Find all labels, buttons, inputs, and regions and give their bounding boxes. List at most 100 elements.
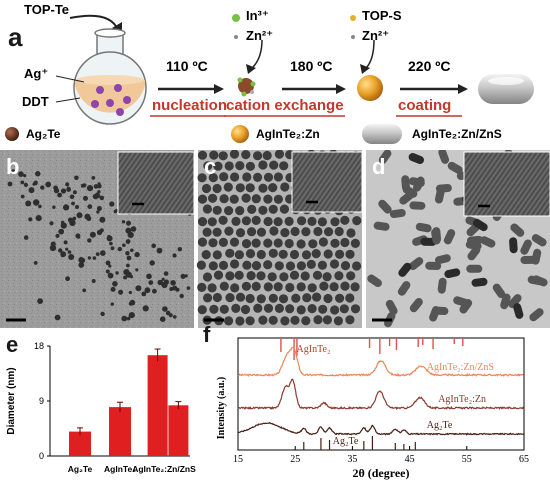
tem-particle [253, 303, 263, 313]
tem-particle [278, 249, 288, 259]
tem-particle [207, 217, 217, 227]
tem-particle [256, 294, 266, 304]
tem-particle [68, 254, 75, 260]
e-category-label: AgInTe₂:Zn/ZnS [132, 464, 196, 474]
tem-particle [170, 280, 176, 286]
tem-particle [109, 241, 113, 246]
tem-particle [157, 279, 164, 286]
tem-particle [163, 271, 169, 276]
tem-particle [245, 249, 256, 259]
tem-nanorod [532, 275, 548, 287]
chart-e-diameter: 0 9 18 Diameter (nm) Ag₂Te AgInTe₂AgInTe₂:Zn/… [6, 341, 196, 474]
e-category-label: Ag₂Te [68, 464, 93, 474]
f-series-line [237, 422, 524, 436]
tem-nanorod [385, 299, 398, 315]
tem-particle [179, 293, 184, 299]
tem-particle [33, 261, 38, 265]
tem-particle [20, 194, 25, 199]
tem-particle [219, 194, 229, 204]
tem-particle [197, 150, 208, 160]
tem-particle [186, 286, 191, 290]
e-y-axis-label: Diameter (nm) [6, 367, 17, 434]
tem-particle [121, 315, 128, 322]
panel-letter-b: b [6, 154, 20, 179]
tem-particle [197, 282, 207, 292]
tem-particle [235, 161, 245, 171]
additive-zn2-label: Zn²⁺ [362, 28, 390, 43]
tem-particle [82, 288, 87, 293]
tem-particle [306, 259, 316, 269]
tem-particle [162, 306, 168, 312]
tem-particle [84, 213, 91, 220]
tem-particle [207, 283, 217, 293]
tem-particle [177, 247, 182, 252]
tem-particle [54, 314, 61, 321]
tem-particle [76, 212, 83, 219]
tem-particle [231, 216, 241, 226]
e-bar [109, 407, 131, 456]
e-category-label: AgInTe₂ [104, 464, 136, 474]
tem-particle [235, 228, 246, 238]
tem-particle [290, 315, 300, 325]
tem-particle [151, 243, 156, 249]
tem-particle [230, 172, 240, 182]
tem-particle [268, 248, 278, 258]
flask-rim [94, 28, 126, 38]
tem-particle [267, 272, 277, 282]
tem-particle [258, 160, 268, 170]
f-series-label: AgInTe₂:Zn [438, 394, 486, 405]
tem-particle [100, 250, 106, 256]
tem-particle [55, 233, 60, 238]
tem-particle [149, 260, 155, 266]
f-x-tick-label: 65 [519, 454, 529, 465]
tem-particle [350, 238, 360, 248]
tem-particle [223, 182, 233, 192]
tem-particle [229, 150, 240, 159]
tem-particle [57, 192, 62, 198]
tem-particle [122, 243, 126, 247]
reaction-arrow-3-head [458, 84, 468, 94]
tem-particle [340, 237, 350, 248]
tem-particle [71, 201, 75, 206]
precursor-dot [114, 84, 122, 92]
tem-particle [23, 235, 29, 240]
tem-particle [123, 275, 128, 280]
additive-tops-label: TOP-S [362, 8, 402, 23]
tem-nanorod [443, 229, 456, 245]
tem-particle [87, 238, 92, 243]
tem-particle [219, 281, 229, 291]
tem-particle [72, 190, 77, 195]
tem-particle [209, 304, 219, 314]
tem-particle [108, 264, 112, 268]
tem-particle [130, 226, 137, 232]
legend-agin-label: AgInTe₂:Zn [256, 127, 320, 141]
tem-particle [18, 171, 24, 177]
tem-particle [126, 263, 130, 268]
tem-particle [7, 181, 13, 187]
tem-particle [49, 244, 57, 252]
tem-particle [273, 172, 283, 182]
tem-particle [240, 304, 251, 315]
tem-particle [280, 228, 290, 238]
tem-particle [285, 282, 295, 293]
tem-particle [118, 289, 124, 295]
step-cation-exchange: cation exchange [226, 97, 344, 114]
f-plot-frame [237, 337, 525, 451]
tem-particle [263, 194, 273, 204]
tem-particle [45, 181, 52, 188]
tem-particle [263, 238, 273, 248]
ag-pointer [55, 75, 85, 83]
tem-particle [202, 272, 213, 282]
tem-particle [246, 271, 256, 281]
tem-particle [105, 260, 111, 266]
precursor-dot [91, 100, 99, 108]
tem-nanorod [471, 277, 488, 287]
tem-particle [87, 204, 93, 209]
precursor-dot [106, 99, 114, 107]
tem-particle [289, 270, 300, 280]
tem-nanorod [408, 257, 424, 271]
tem-particle [37, 298, 43, 304]
schematic-graphics [5, 14, 534, 144]
tem-particle [209, 150, 219, 160]
tem-nanorod [431, 228, 441, 245]
